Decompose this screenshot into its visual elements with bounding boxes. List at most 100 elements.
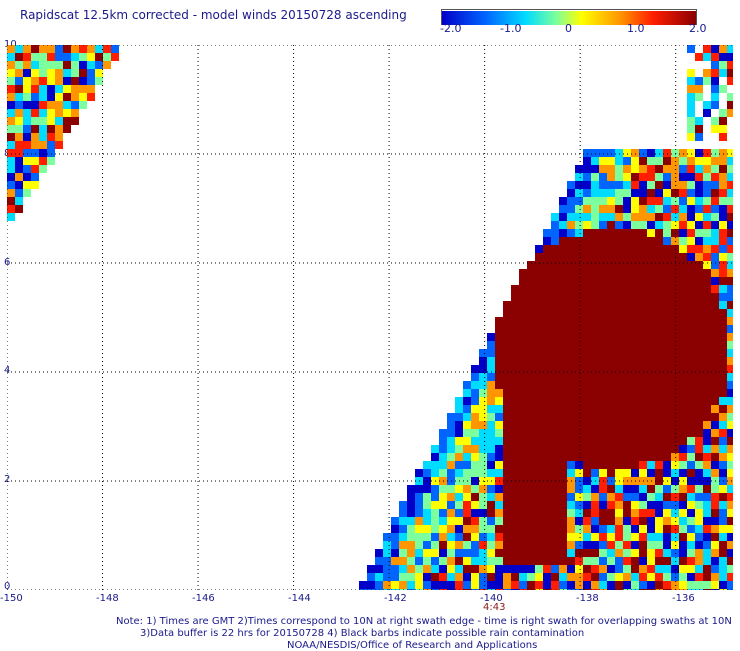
wind-diff-cell	[687, 293, 695, 301]
wind-diff-cell	[455, 573, 463, 581]
wind-diff-cell	[719, 485, 727, 493]
lon-tick-label: -146	[192, 593, 215, 604]
wind-diff-cell	[703, 317, 711, 325]
wind-diff-cell	[527, 581, 535, 589]
wind-diff-cell	[671, 349, 679, 357]
wind-diff-cell	[599, 557, 607, 565]
wind-diff-cell	[583, 221, 591, 229]
wind-diff-cell	[711, 165, 719, 173]
wind-diff-cell	[711, 429, 719, 437]
wind-diff-cell	[671, 501, 679, 509]
wind-diff-cell	[511, 461, 519, 469]
wind-diff-cell	[431, 573, 439, 581]
wind-diff-cell	[495, 509, 503, 517]
wind-diff-cell	[479, 493, 487, 501]
wind-diff-cell	[511, 421, 519, 429]
wind-diff-cell	[559, 581, 567, 589]
wind-diff-cell	[95, 61, 103, 69]
wind-diff-cell	[695, 77, 703, 85]
wind-diff-cell	[687, 413, 695, 421]
wind-diff-cell	[495, 501, 503, 509]
wind-diff-cell	[615, 181, 623, 189]
wind-diff-cell	[647, 269, 655, 277]
wind-diff-cell	[631, 357, 639, 365]
wind-diff-cell	[591, 205, 599, 213]
wind-diff-cell	[479, 413, 487, 421]
wind-diff-cell	[591, 269, 599, 277]
wind-diff-cell	[407, 549, 415, 557]
wind-diff-cell	[695, 421, 703, 429]
wind-diff-cell	[503, 389, 511, 397]
wind-diff-cell	[671, 557, 679, 565]
wind-diff-cell	[647, 253, 655, 261]
wind-diff-cell	[527, 293, 535, 301]
wind-diff-cell	[447, 509, 455, 517]
wind-diff-cell	[671, 581, 679, 589]
wind-diff-cell	[687, 493, 695, 501]
wind-diff-cell	[423, 541, 431, 549]
wind-diff-cell	[631, 525, 639, 533]
wind-diff-cell	[543, 437, 551, 445]
wind-diff-cell	[687, 229, 695, 237]
wind-diff-cell	[503, 309, 511, 317]
wind-diff-cell	[535, 389, 543, 397]
wind-diff-cell	[23, 133, 31, 141]
wind-diff-cell	[711, 501, 719, 509]
wind-diff-cell	[495, 429, 503, 437]
wind-diff-cell	[583, 189, 591, 197]
wind-diff-cell	[527, 461, 535, 469]
wind-diff-cell	[623, 365, 631, 373]
wind-diff-cell	[575, 365, 583, 373]
wind-diff-cell	[623, 197, 631, 205]
wind-diff-cell	[711, 301, 719, 309]
wind-diff-cell	[567, 221, 575, 229]
wind-diff-cell	[599, 149, 607, 157]
wind-diff-cell	[439, 461, 447, 469]
wind-diff-cell	[519, 309, 527, 317]
wind-diff-cell	[423, 469, 431, 477]
wind-diff-cell	[471, 557, 479, 565]
wind-diff-cell	[711, 461, 719, 469]
wind-diff-cell	[615, 557, 623, 565]
wind-diff-cell	[679, 165, 687, 173]
wind-diff-cell	[591, 437, 599, 445]
wind-diff-cell	[367, 565, 375, 573]
wind-diff-cell	[695, 533, 703, 541]
wind-diff-cell	[663, 213, 671, 221]
wind-diff-cell	[687, 101, 695, 109]
wind-diff-cell	[719, 245, 727, 253]
wind-diff-cell	[511, 445, 519, 453]
wind-diff-cell	[599, 533, 607, 541]
wind-diff-cell	[631, 165, 639, 173]
wind-diff-cell	[615, 405, 623, 413]
wind-diff-cell	[55, 133, 63, 141]
wind-diff-cell	[519, 429, 527, 437]
wind-diff-cell	[503, 405, 511, 413]
wind-diff-cell	[575, 389, 583, 397]
wind-diff-cell	[727, 309, 733, 317]
wind-diff-cell	[495, 573, 503, 581]
wind-diff-cell	[447, 557, 455, 565]
wind-diff-cell	[687, 389, 695, 397]
wind-diff-cell	[479, 373, 487, 381]
wind-diff-cell	[431, 533, 439, 541]
wind-diff-cell	[591, 197, 599, 205]
wind-diff-cell	[23, 69, 31, 77]
wind-diff-cell	[567, 405, 575, 413]
wind-diff-cell	[567, 573, 575, 581]
wind-diff-cell	[559, 269, 567, 277]
wind-diff-cell	[439, 429, 447, 437]
wind-diff-cell	[567, 437, 575, 445]
wind-diff-cell	[495, 317, 503, 325]
wind-diff-cell	[551, 397, 559, 405]
wind-diff-cell	[679, 565, 687, 573]
wind-diff-cell	[15, 141, 23, 149]
wind-diff-cell	[615, 269, 623, 277]
wind-diff-cell	[703, 325, 711, 333]
wind-diff-cell	[63, 109, 71, 117]
wind-diff-cell	[7, 61, 15, 69]
wind-diff-cell	[583, 549, 591, 557]
wind-diff-cell	[519, 485, 527, 493]
wind-diff-cell	[495, 493, 503, 501]
wind-diff-cell	[607, 557, 615, 565]
